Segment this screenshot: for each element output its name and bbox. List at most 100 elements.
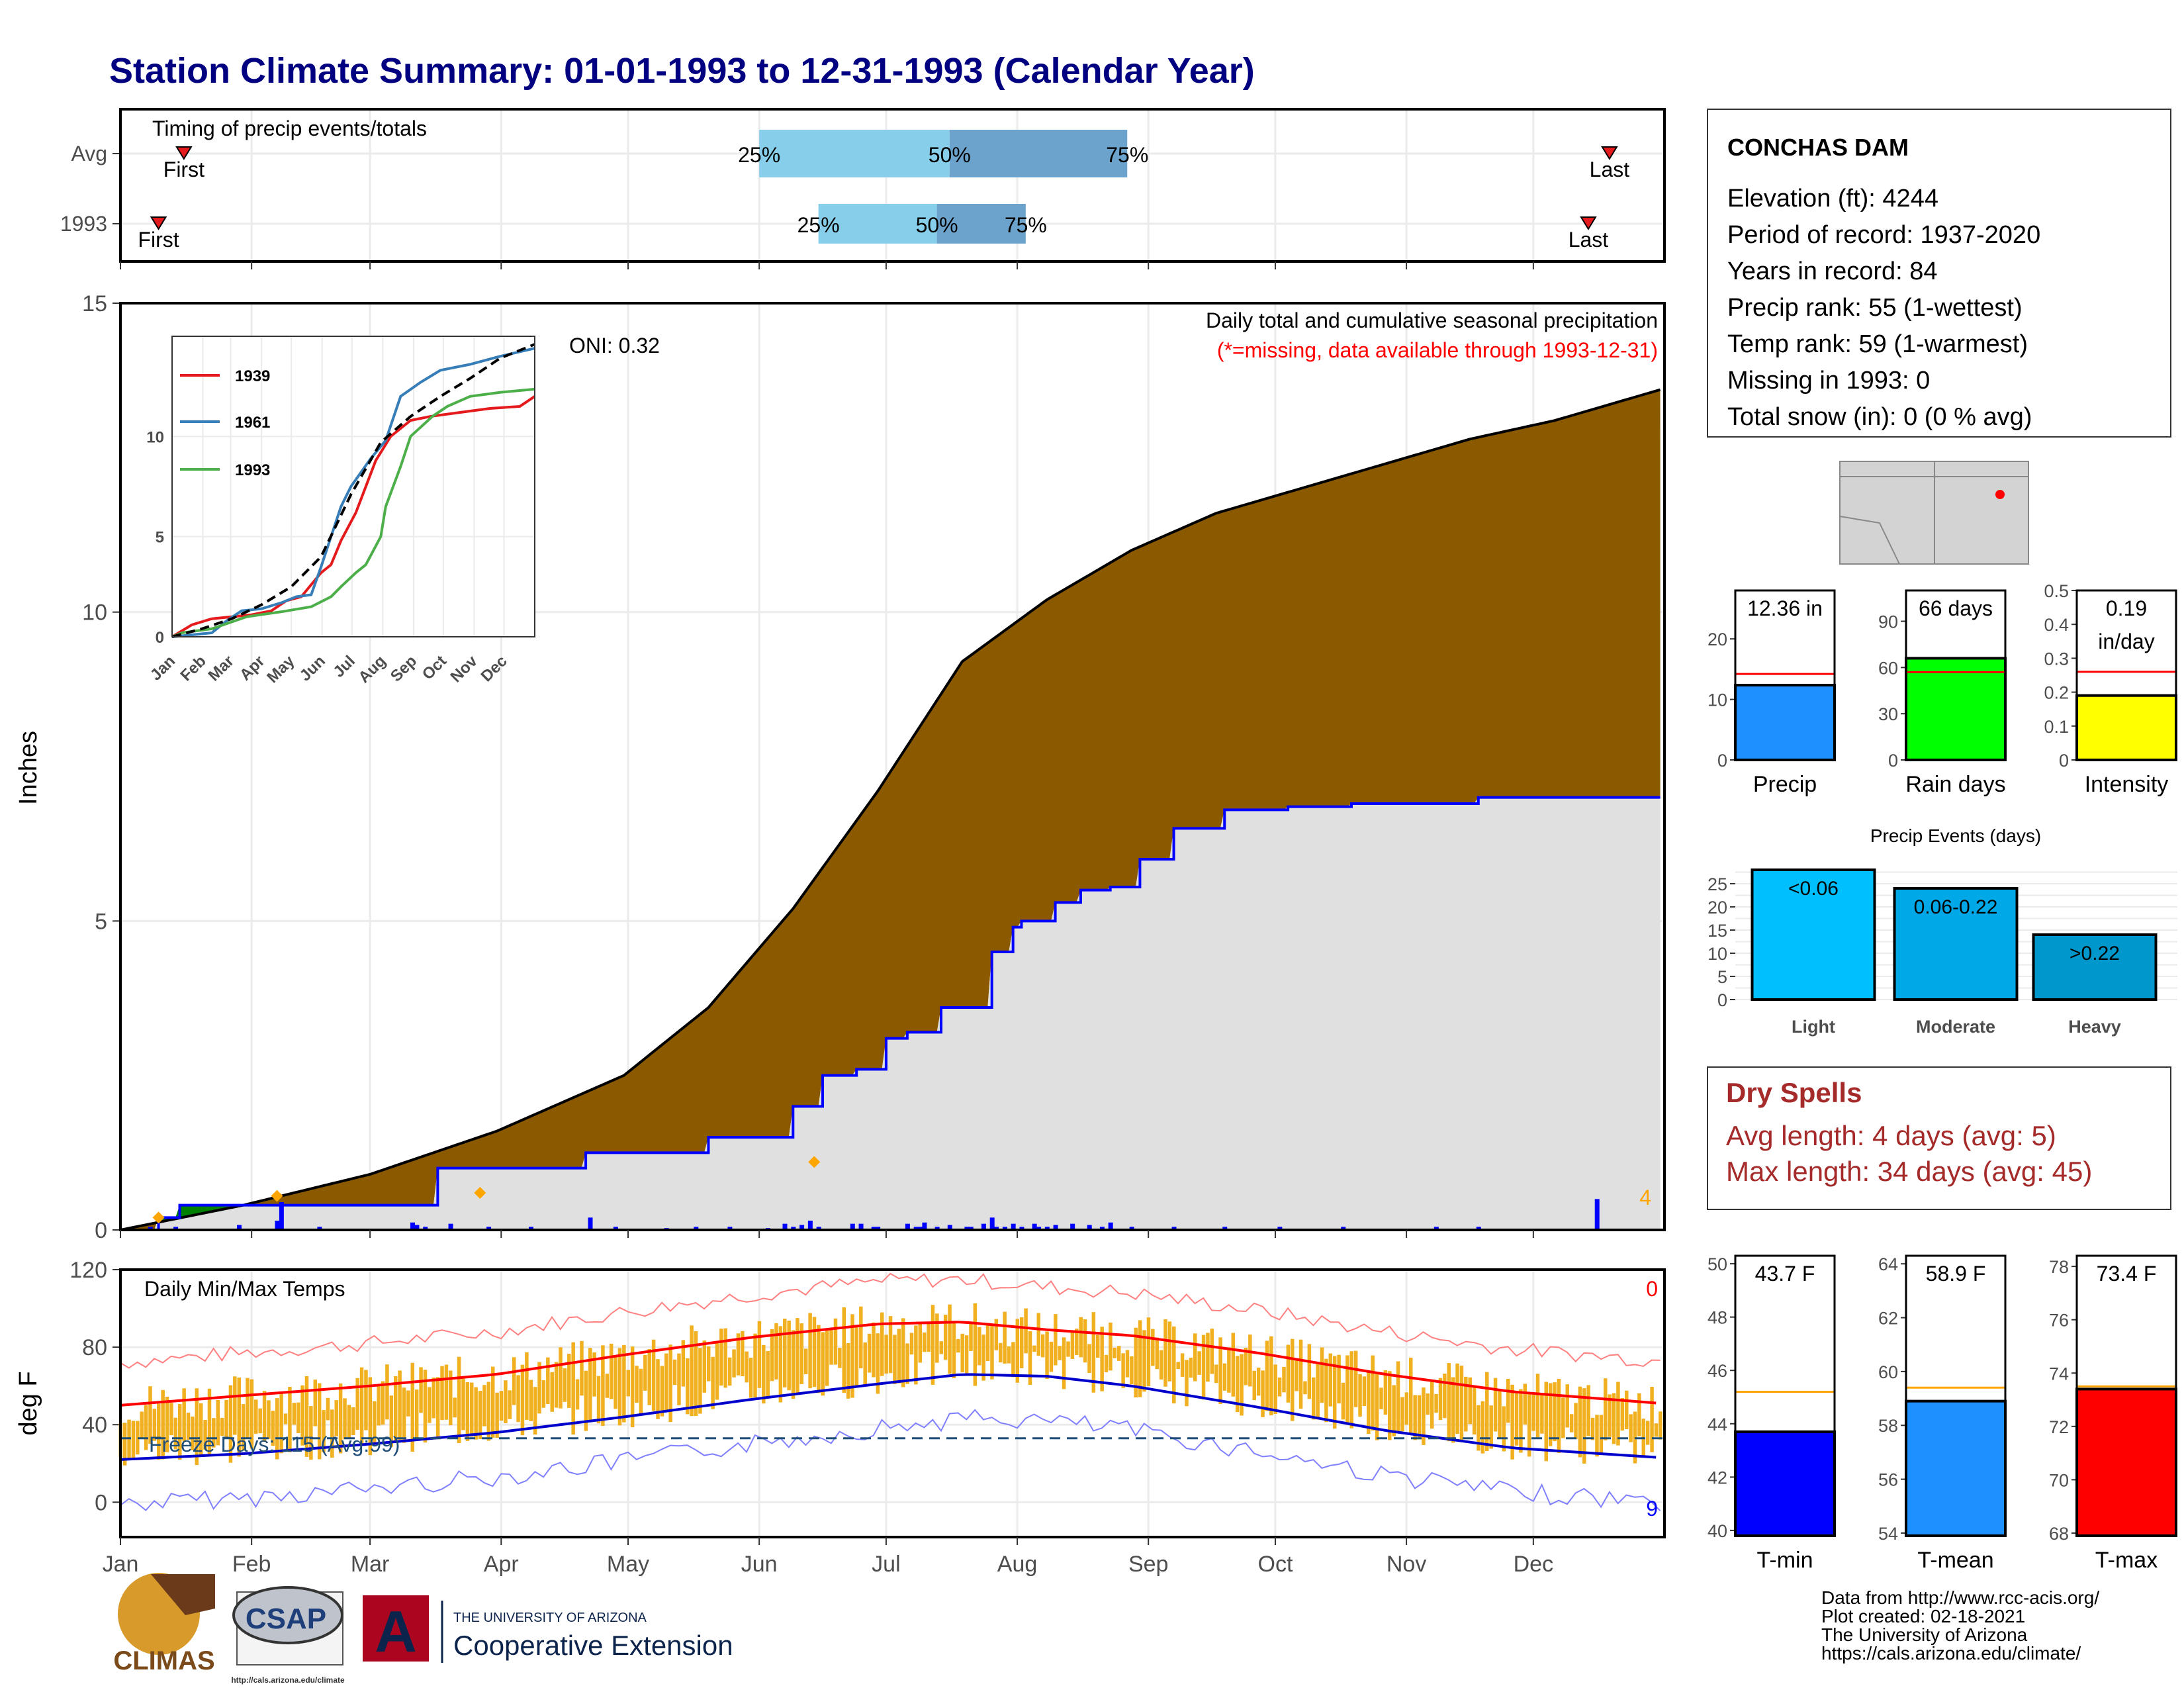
daily-precip-bar [858,1223,864,1230]
daily-temp-bar [182,1388,186,1442]
normal-cumulative-line [120,388,1661,1231]
daily-temp-bar [753,1333,757,1398]
footer-line: The University of Arizona [1821,1624,2028,1645]
daily-precip-bar [1011,1223,1016,1230]
daily-temp-bar [1408,1357,1413,1435]
daily-temp-bar [338,1383,343,1454]
daily-temp-bar [1396,1361,1400,1433]
daily-temp-bar [1303,1381,1307,1395]
mini-bar [1905,657,2007,762]
daily-precip-bar [529,1227,534,1230]
daily-precip-bar [694,1227,699,1230]
daily-temp-bar [575,1379,580,1410]
daily-temp-bar [359,1367,364,1445]
precip-event-bar-label: 0.06-0.22 [1914,896,1998,918]
daily-precip-bar [1019,1227,1024,1230]
inset-series-line [171,343,535,638]
mini-bar [2075,1387,2177,1537]
daily-temp-bar [292,1403,296,1425]
mini-y-tick-label: 46 [1707,1361,1727,1381]
mini-y-tick-label: 76 [2049,1311,2069,1331]
footer-line: Plot created: 02-18-2021 [1821,1606,2025,1626]
daily-temp-bar [1624,1390,1629,1429]
inset-y-tick-label: 0 [156,629,164,647]
daily-temp-bar [1540,1395,1544,1434]
climas-logo-text: CLIMAS [113,1646,214,1675]
mini-x-label: Intensity [2085,772,2169,797]
daily-temp-bar [398,1370,402,1440]
daily-temp-bar [1075,1329,1079,1355]
daily-temp-bar [177,1404,182,1460]
daily-temp-bar [1388,1371,1392,1440]
daily-temp-bar [1049,1341,1054,1372]
daily-temp-bar [1358,1374,1362,1417]
daily-temp-bar [1553,1382,1557,1442]
daily-temp-bar [1586,1385,1590,1436]
record-min-count: 9 [1646,1497,1658,1521]
daily-precip-bar [448,1223,453,1230]
daily-temp-bar [749,1358,753,1398]
daily-temp-bar [1455,1363,1459,1434]
daily-precip-bar [1129,1227,1134,1230]
daily-temp-bar [1138,1320,1142,1397]
daily-temp-bar [1227,1347,1231,1393]
mini-chart-frame [1905,1254,2007,1537]
daily-temp-bar [220,1417,224,1436]
mini-chart-frame [2075,1254,2177,1537]
daily-precip-bar [1070,1223,1075,1230]
daily-temp-bar [1007,1346,1011,1364]
daily-temp-bar [1443,1374,1447,1419]
daily-temp-bar [1404,1392,1409,1425]
mini-y-tick-label: 0 [1888,751,1898,771]
daily-temp-bar [741,1331,745,1377]
daily-temp-bar [1121,1353,1125,1388]
daily-precip-bar [850,1223,855,1230]
daily-temp-bar [584,1370,588,1431]
daily-precip-bar [807,1221,813,1230]
daily-temp-bar [207,1388,212,1455]
daily-temp-bar [1332,1356,1337,1429]
daily-temp-bar [876,1333,880,1394]
timing-row-label: 1993 [60,212,107,236]
daily-precip-bar [275,1221,280,1230]
daily-temp-bar [690,1325,694,1417]
daily-precip-bar [1032,1223,1037,1230]
daily-temp-bar [186,1413,191,1440]
daily-temp-bar [1379,1387,1383,1409]
logos: CLIMAS CSAP http://cals.arizona.edu/climat… [113,1573,733,1685]
daily-temp-bar [410,1362,415,1452]
first-event-marker [150,216,167,230]
daily-temp-bar [1277,1378,1282,1397]
daily-temp-bar [580,1340,584,1396]
daily-temp-bar [812,1317,817,1387]
daily-temp-bar [614,1357,617,1409]
station-box-frame [1707,109,2171,438]
daily-temp-bar [537,1362,541,1414]
avg-max-line [120,1321,1657,1407]
daily-temp-bar [956,1338,960,1353]
daily-temp-bar [1146,1317,1151,1387]
daily-temp-bar [148,1386,152,1444]
daily-temp-bar [571,1342,575,1435]
daily-temp-bar [567,1353,571,1408]
daily-temp-bar [347,1405,351,1438]
daily-temp-bar [592,1352,596,1397]
daily-temp-bar [1155,1337,1159,1370]
daily-temp-bar [905,1343,909,1384]
daily-temp-bar [1480,1401,1485,1454]
record-precip-diamond [474,1187,486,1199]
daily-temp-bar [757,1321,762,1388]
daily-temp-bar [1574,1403,1578,1439]
events-y-tick-label: 15 [1707,921,1727,941]
freeze-days-label: Freeze Days: 115 (Avg:99) [149,1432,400,1456]
record-precip-diamond [152,1211,165,1224]
daily-temp-bar [508,1390,512,1419]
daily-temp-bar [334,1400,338,1436]
daily-temp-bar [546,1357,550,1405]
daily-temp-bar [1113,1347,1117,1358]
daily-temp-bar [191,1416,195,1450]
daily-temp-bar [1629,1414,1633,1442]
mini-y-tick-label: 50 [1707,1254,1727,1274]
daily-temp-bar [1316,1362,1320,1420]
precip-event-bar [1893,887,2019,1001]
